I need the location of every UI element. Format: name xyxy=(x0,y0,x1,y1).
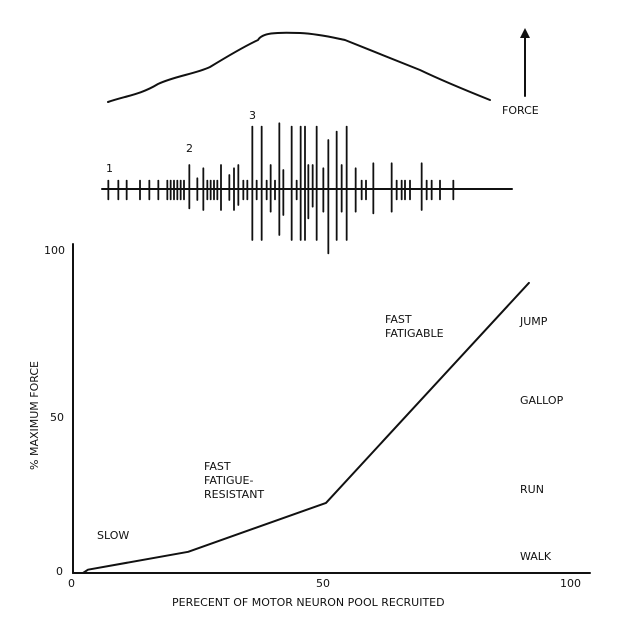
x-tick-50: 50 xyxy=(316,577,330,590)
annotation-fast-fatigue-resistant-3: RESISTANT xyxy=(204,488,264,501)
gait-gallop: GALLOP xyxy=(520,394,564,407)
x-tick-100: 100 xyxy=(560,577,581,590)
unit-label-3: 3 xyxy=(249,109,256,122)
x-tick-0: 0 xyxy=(68,577,75,590)
annotation-slow: SLOW xyxy=(97,529,129,542)
force-series-line xyxy=(72,281,530,574)
annotation-fast-fatigue-resistant-2: FATIGUE- xyxy=(204,474,253,487)
y-axis-label: % MAXIMUM FORCE xyxy=(28,361,41,470)
x-axis-label: PERECENT OF MOTOR NEURON POOL RECRUITED xyxy=(172,596,445,609)
force-label: FORCE xyxy=(502,104,539,117)
spike-train xyxy=(101,122,513,255)
gait-walk: WALK xyxy=(520,550,552,563)
gait-jump: JUMP xyxy=(519,315,548,328)
annotation-fast-fatigable-1: FAST xyxy=(385,313,412,326)
annotation-fast-fatigue-resistant-1: FAST xyxy=(204,460,231,473)
force-arrow-icon xyxy=(520,28,530,97)
gait-run: RUN xyxy=(520,483,544,496)
y-tick-0: 0 xyxy=(56,565,63,578)
y-tick-100: 100 xyxy=(44,244,65,257)
unit-label-1: 1 xyxy=(106,162,113,175)
force-envelope-curve xyxy=(107,31,491,103)
y-tick-50: 50 xyxy=(50,411,64,424)
annotation-fast-fatigable-2: FATIGABLE xyxy=(385,327,444,340)
unit-label-2: 2 xyxy=(186,142,193,155)
